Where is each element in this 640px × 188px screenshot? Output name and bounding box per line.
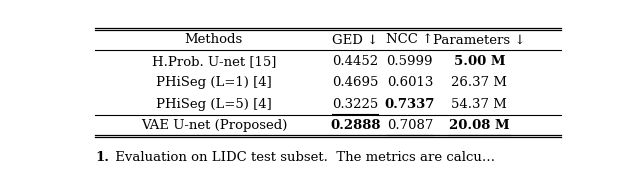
Text: 0.7087: 0.7087 [387, 119, 433, 132]
Text: PHiSeg (L=1) [4]: PHiSeg (L=1) [4] [156, 76, 272, 89]
Text: 0.4452: 0.4452 [332, 55, 378, 68]
Text: 0.4695: 0.4695 [332, 76, 378, 89]
Text: 0.3225: 0.3225 [332, 98, 378, 111]
Text: Methods: Methods [185, 33, 243, 46]
Text: VAE U-net (Proposed): VAE U-net (Proposed) [141, 119, 287, 132]
Text: 0.6013: 0.6013 [387, 76, 433, 89]
Text: GED ↓: GED ↓ [332, 33, 378, 46]
Text: 54.37 M: 54.37 M [451, 98, 508, 111]
Text: 26.37 M: 26.37 M [451, 76, 508, 89]
Text: 0.7337: 0.7337 [385, 98, 435, 111]
Text: Evaluation on LIDC test subset.  The metrics are calcu…: Evaluation on LIDC test subset. The metr… [111, 151, 495, 164]
Text: 0.5999: 0.5999 [387, 55, 433, 68]
Text: 20.08 M: 20.08 M [449, 119, 509, 132]
Text: 1.: 1. [95, 151, 109, 164]
Text: 0.2888: 0.2888 [330, 119, 381, 132]
Text: PHiSeg (L=5) [4]: PHiSeg (L=5) [4] [156, 98, 272, 111]
Text: Parameters ↓: Parameters ↓ [433, 33, 525, 46]
Text: NCC ↑: NCC ↑ [386, 33, 433, 46]
Text: H.Prob. U-net [15]: H.Prob. U-net [15] [152, 55, 276, 68]
Text: 5.00 M: 5.00 M [454, 55, 505, 68]
